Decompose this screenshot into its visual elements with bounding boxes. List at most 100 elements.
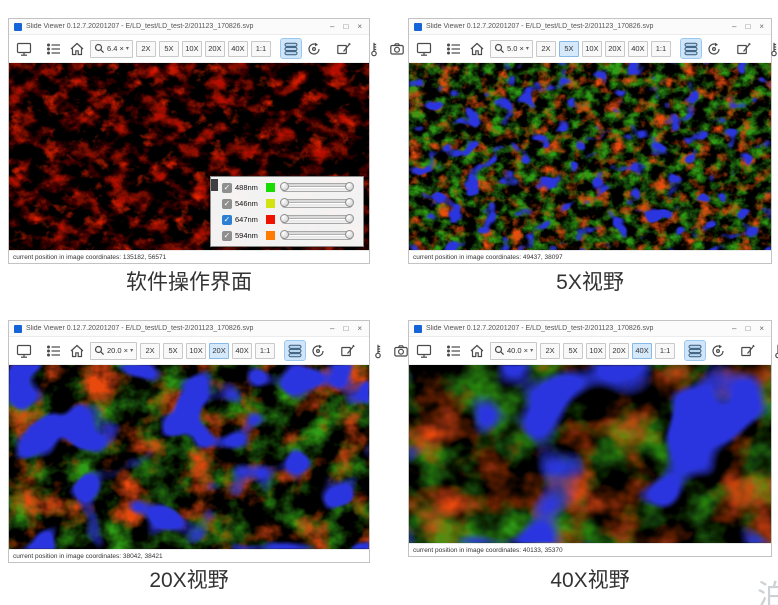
chevron-down-icon: ▾ bbox=[530, 348, 534, 354]
channel-checkbox[interactable] bbox=[222, 230, 232, 241]
image-viewport[interactable] bbox=[409, 63, 771, 250]
slider-knob-max[interactable] bbox=[345, 181, 354, 191]
maximize-button[interactable]: □ bbox=[745, 324, 751, 333]
zoom-40x-button[interactable]: 40X bbox=[632, 342, 653, 359]
image-viewport[interactable]: 488nm 546nm 647nm bbox=[9, 63, 369, 250]
channel-color-swatch[interactable] bbox=[266, 183, 275, 192]
annotate-icon[interactable] bbox=[334, 39, 354, 58]
zoom-40x-button[interactable]: 40X bbox=[627, 40, 648, 57]
rotate-icon[interactable] bbox=[308, 341, 328, 360]
camera-icon[interactable] bbox=[387, 39, 407, 58]
image-viewport[interactable] bbox=[9, 365, 369, 549]
minimize-button[interactable]: – bbox=[330, 22, 335, 31]
slider-knob-max[interactable] bbox=[345, 229, 354, 239]
close-button[interactable]: × bbox=[357, 22, 362, 31]
zoom-20x-button[interactable]: 20X bbox=[609, 342, 630, 359]
home-icon[interactable] bbox=[467, 39, 487, 58]
scalebar-icon[interactable] bbox=[768, 341, 778, 360]
zoom-5x-button[interactable]: 5X bbox=[563, 342, 584, 359]
zoom-level-dropdown[interactable]: 5.0 × ▾ bbox=[490, 39, 533, 58]
fluorescence-image-red bbox=[9, 63, 369, 250]
slider-knob-min[interactable] bbox=[280, 197, 289, 207]
zoom-5x-button[interactable]: 5X bbox=[163, 342, 184, 359]
zoom-20x-button[interactable]: 20X bbox=[604, 40, 625, 57]
zoom-5x-button[interactable]: 5X bbox=[158, 40, 179, 57]
annotate-icon[interactable] bbox=[338, 341, 358, 360]
maximize-button[interactable]: □ bbox=[343, 324, 349, 333]
channel-color-swatch[interactable] bbox=[266, 231, 275, 240]
close-button[interactable]: × bbox=[759, 324, 764, 333]
channel-slider[interactable] bbox=[280, 213, 354, 224]
slider-knob-min[interactable] bbox=[280, 181, 289, 191]
close-button[interactable]: × bbox=[357, 324, 362, 333]
layers-icon[interactable] bbox=[284, 340, 307, 361]
channel-slider[interactable] bbox=[280, 197, 354, 208]
layers-icon[interactable] bbox=[279, 38, 302, 59]
scale-1to1-button[interactable]: 1:1 bbox=[250, 40, 271, 57]
monitor-icon[interactable] bbox=[14, 39, 34, 58]
window-titlebar[interactable]: Slide Viewer 0.12.7.20201207 - E/LD_test… bbox=[9, 321, 369, 337]
zoom-20x-button[interactable]: 20X bbox=[209, 342, 230, 359]
slider-knob-min[interactable] bbox=[280, 213, 289, 223]
scalebar-icon[interactable] bbox=[364, 39, 384, 58]
annotate-icon[interactable] bbox=[734, 39, 754, 58]
scale-1to1-button[interactable]: 1:1 bbox=[650, 40, 671, 57]
scale-1to1-button[interactable]: 1:1 bbox=[655, 342, 676, 359]
home-icon[interactable] bbox=[467, 341, 487, 360]
window-titlebar[interactable]: Slide Viewer 0.12.7.20201207 - E/LD_test… bbox=[409, 321, 771, 337]
home-icon[interactable] bbox=[67, 39, 87, 58]
zoom-10x-button[interactable]: 10X bbox=[581, 40, 602, 57]
list-icon[interactable] bbox=[44, 341, 64, 360]
maximize-button[interactable]: □ bbox=[343, 22, 349, 31]
channel-checkbox[interactable] bbox=[222, 182, 232, 193]
slider-knob-max[interactable] bbox=[345, 213, 354, 223]
slider-knob-min[interactable] bbox=[280, 229, 289, 239]
window-titlebar[interactable]: Slide Viewer 0.12.7.20201207 - E/LD_test… bbox=[9, 19, 369, 35]
channel-slider[interactable] bbox=[280, 181, 354, 192]
image-viewport[interactable] bbox=[409, 365, 771, 543]
zoom-40x-button[interactable]: 40X bbox=[227, 40, 248, 57]
list-icon[interactable] bbox=[444, 341, 464, 360]
channel-color-swatch[interactable] bbox=[266, 215, 275, 224]
slider-knob-max[interactable] bbox=[345, 197, 354, 207]
zoom-level-dropdown[interactable]: 20.0 × ▾ bbox=[90, 341, 138, 360]
minimize-button[interactable]: – bbox=[732, 22, 737, 31]
zoom-level-dropdown[interactable]: 40.0 × ▾ bbox=[490, 341, 538, 360]
zoom-10x-button[interactable]: 10X bbox=[186, 342, 207, 359]
scalebar-icon[interactable] bbox=[368, 341, 388, 360]
zoom-level-dropdown[interactable]: 6.4 × ▾ bbox=[90, 39, 133, 58]
zoom-2x-button[interactable]: 2X bbox=[535, 40, 556, 57]
zoom-2x-button[interactable]: 2X bbox=[135, 40, 156, 57]
list-icon[interactable] bbox=[444, 39, 464, 58]
monitor-icon[interactable] bbox=[14, 341, 34, 360]
zoom-2x-button[interactable]: 2X bbox=[140, 342, 161, 359]
layers-icon[interactable] bbox=[679, 38, 702, 59]
maximize-button[interactable]: □ bbox=[745, 22, 751, 31]
window-titlebar[interactable]: Slide Viewer 0.12.7.20201207 - E/LD_test… bbox=[409, 19, 771, 35]
zoom-20x-button[interactable]: 20X bbox=[204, 40, 225, 57]
zoom-10x-button[interactable]: 10X bbox=[586, 342, 607, 359]
panel-handle[interactable] bbox=[211, 179, 218, 191]
channel-color-swatch[interactable] bbox=[266, 199, 275, 208]
rotate-icon[interactable] bbox=[704, 39, 724, 58]
monitor-icon[interactable] bbox=[414, 341, 434, 360]
layers-icon[interactable] bbox=[684, 340, 707, 361]
monitor-icon[interactable] bbox=[414, 39, 434, 58]
channel-checkbox[interactable] bbox=[222, 198, 232, 209]
zoom-10x-button[interactable]: 10X bbox=[181, 40, 202, 57]
rotate-icon[interactable] bbox=[708, 341, 728, 360]
home-icon[interactable] bbox=[67, 341, 87, 360]
zoom-40x-button[interactable]: 40X bbox=[232, 342, 253, 359]
scalebar-icon[interactable] bbox=[764, 39, 778, 58]
zoom-5x-button[interactable]: 5X bbox=[558, 40, 579, 57]
zoom-2x-button[interactable]: 2X bbox=[540, 342, 561, 359]
close-button[interactable]: × bbox=[759, 22, 764, 31]
channel-checkbox[interactable] bbox=[222, 214, 232, 225]
list-icon[interactable] bbox=[44, 39, 64, 58]
minimize-button[interactable]: – bbox=[330, 324, 335, 333]
annotate-icon[interactable] bbox=[738, 341, 758, 360]
minimize-button[interactable]: – bbox=[732, 324, 737, 333]
rotate-icon[interactable] bbox=[304, 39, 324, 58]
scale-1to1-button[interactable]: 1:1 bbox=[255, 342, 276, 359]
channel-slider[interactable] bbox=[280, 229, 354, 240]
